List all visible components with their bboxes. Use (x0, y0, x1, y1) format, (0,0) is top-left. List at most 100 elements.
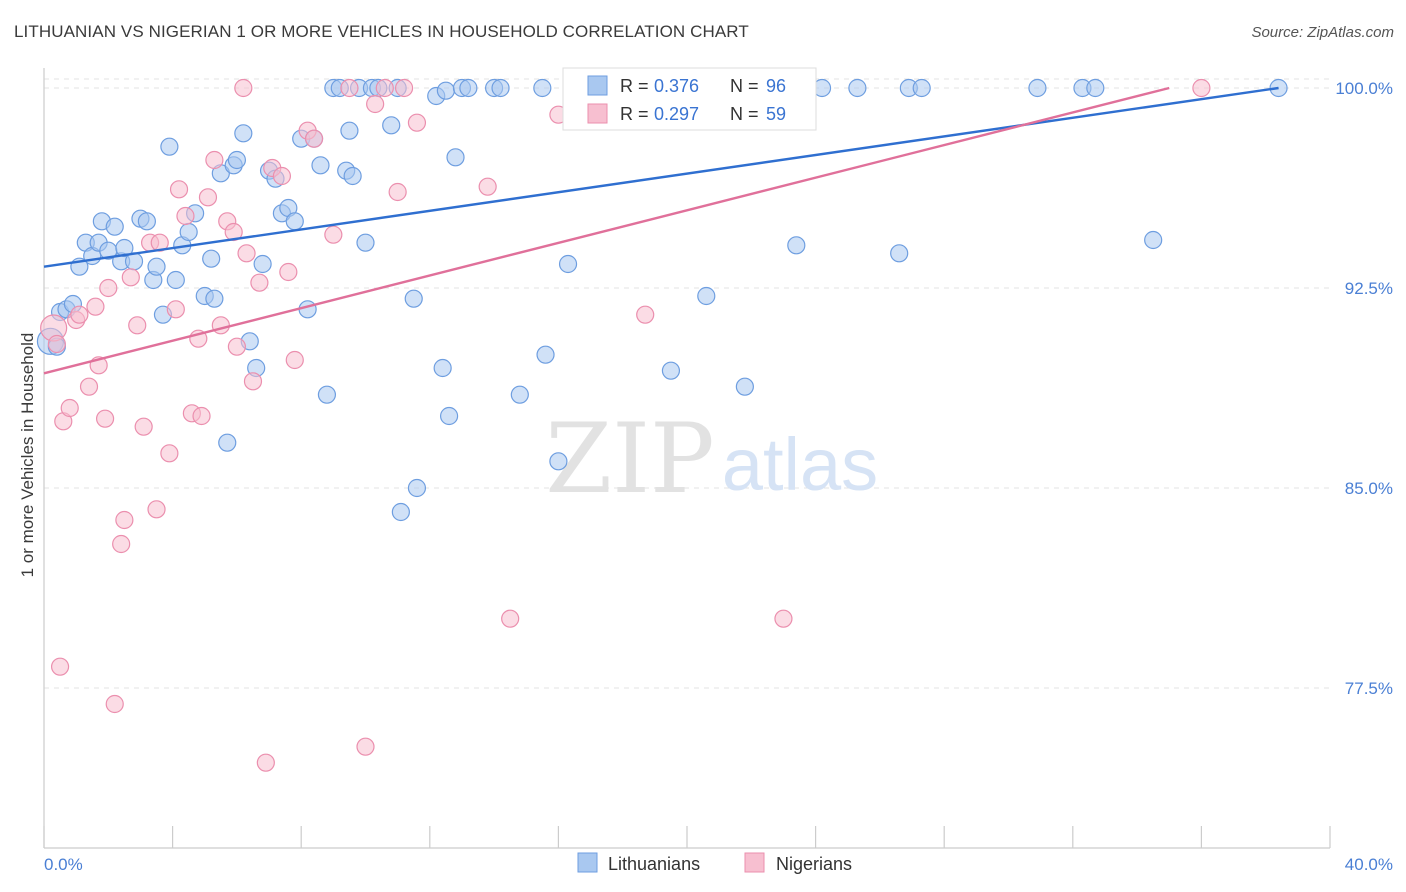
nigerian-point (375, 78, 394, 98)
nigerian-point (211, 316, 230, 335)
bottom-legend: Lithuanians Nigerians (577, 852, 852, 874)
nigerian-point (86, 297, 105, 316)
lithuanian-point (787, 236, 806, 255)
trend-lines (43, 86, 1279, 375)
y-axis-label: 1 or more Vehicles in Household (18, 333, 37, 578)
lithuanian-point (661, 361, 681, 380)
lithuanian-point (436, 81, 455, 100)
legend: R = 0.376 N = 96 R = 0.297 N = 59 (562, 67, 817, 131)
x-tick-label: 40.0% (1345, 855, 1393, 874)
lithuanian-point (533, 78, 552, 98)
nigerian-point (366, 94, 385, 114)
lithuanian-point (160, 137, 179, 156)
y-tick-label: 85.0% (1345, 479, 1393, 498)
chart-title: LITHUANIAN VS NIGERIAN 1 OR MORE VEHICLE… (14, 22, 749, 41)
axes (43, 68, 1331, 849)
lithuanian-trend-line (43, 86, 1279, 268)
lithuanian-point (1086, 78, 1105, 98)
bottom-legend-swatch-nigerians (744, 852, 765, 873)
legend-n-value-1: 96 (766, 76, 786, 96)
nigerian-point (169, 180, 189, 199)
lithuanian-point (549, 452, 568, 471)
lithuanian-point (912, 78, 931, 98)
lithuanian-point (439, 406, 459, 426)
lithuanian-point (382, 116, 401, 135)
source-label: Source: ZipAtlas.com (1251, 24, 1394, 41)
nigerian-point (105, 694, 124, 714)
nigerian-point (121, 268, 140, 287)
nigerian-point (304, 129, 324, 148)
nigerian-point (150, 233, 169, 252)
nigerian-point (95, 409, 115, 428)
nigerian-point (205, 150, 224, 170)
nigerian-point (324, 225, 343, 244)
nigerian-point (340, 78, 359, 98)
nigerian-point (256, 753, 275, 772)
nigerian-point (198, 188, 218, 207)
lithuanian-point (285, 212, 304, 231)
x-tick-label: 0.0% (44, 855, 83, 874)
lithuanian-point (147, 257, 166, 276)
nigerian-point (407, 113, 427, 132)
lithuanian-point (391, 502, 410, 522)
legend-r-label-2: R = (620, 104, 649, 124)
nigerian-point (394, 78, 414, 98)
legend-r-value-2: 0.297 (654, 104, 699, 124)
y-tick-labels: 77.5% 85.0% 92.5% 100.0% (1335, 79, 1393, 698)
nigerian-point (234, 78, 253, 98)
lithuanian-point (317, 385, 337, 404)
nigerian-point (227, 337, 246, 356)
lithuanian-point (536, 345, 555, 364)
y-tick-label: 100.0% (1335, 79, 1393, 98)
nigerian-point (356, 737, 375, 756)
nigerian-point (388, 182, 407, 202)
nigerian-point (147, 500, 166, 519)
lithuanian-point (205, 289, 224, 308)
legend-n-value-2: 59 (766, 104, 786, 124)
nigerian-point (478, 177, 497, 196)
lithuanian-point (491, 78, 510, 98)
nigerian-point (243, 372, 263, 391)
legend-r-label-1: R = (620, 76, 649, 96)
lithuanian-point (356, 233, 375, 252)
lithuanian-point (433, 358, 452, 378)
x-tick-labels: 0.0% 40.0% (44, 855, 1393, 874)
lithuanian-point (166, 270, 185, 290)
lithuanian-point (218, 433, 237, 452)
nigerian-point (279, 262, 298, 282)
bottom-legend-nigerians: Nigerians (776, 854, 852, 874)
legend-n-label-2: N = (730, 104, 759, 124)
lithuanian-point (459, 78, 478, 98)
lithuanian-point (298, 300, 317, 319)
nigerian-point (166, 300, 185, 319)
lithuanian-point (311, 156, 330, 175)
nigerian-point (128, 316, 147, 335)
lithuanian-point (404, 289, 423, 308)
legend-n-label-1: N = (730, 76, 759, 96)
nigerian-point (79, 377, 99, 396)
legend-r-value-1: 0.376 (654, 76, 699, 96)
legend-swatch-nigerians (587, 103, 608, 124)
watermark-atlas: atlas (722, 423, 878, 506)
nigerian-point (224, 222, 243, 242)
nigerian-point (50, 657, 70, 676)
nigerian-point (160, 444, 179, 463)
nigerian-point (112, 534, 131, 554)
nigerian-trend-line (43, 86, 1170, 375)
watermark-zip: ZIP (545, 403, 714, 515)
lithuanian-point (446, 148, 465, 167)
nigerian-points (40, 78, 1211, 772)
nigerian-point (501, 609, 520, 628)
lithuanian-point (558, 254, 578, 274)
y-tick-label: 92.5% (1345, 279, 1393, 298)
nigerian-point (60, 398, 79, 418)
nigerian-point (272, 166, 292, 186)
nigerian-point (47, 334, 66, 354)
bottom-legend-lithuanians: Lithuanians (608, 854, 700, 874)
nigerian-point (774, 609, 793, 628)
lithuanian-point (1028, 78, 1047, 98)
legend-swatch-lithuanians (587, 75, 608, 96)
nigerian-point (237, 244, 256, 263)
lithuanian-point (253, 254, 272, 274)
